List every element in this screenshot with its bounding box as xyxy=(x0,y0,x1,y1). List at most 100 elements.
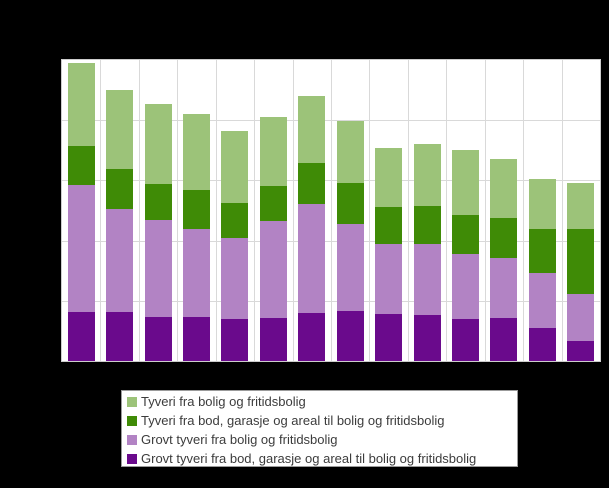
legend-label: Grovt tyveri fra bolig og fritidsbolig xyxy=(141,432,338,447)
bar-segment xyxy=(183,229,210,318)
bar-segment xyxy=(259,317,287,361)
bar-column xyxy=(67,63,95,361)
bar-segment xyxy=(490,217,518,259)
legend-label: Tyveri fra bolig og fritidsbolig xyxy=(141,394,306,409)
legend-item: Grovt tyveri fra bod, garasje og areal t… xyxy=(127,449,517,468)
bar-segment xyxy=(144,317,172,361)
bar-segment xyxy=(183,317,210,361)
plot-area xyxy=(61,59,601,362)
bar-segment xyxy=(528,229,556,274)
bar-column xyxy=(413,144,441,361)
bar-column xyxy=(336,120,364,361)
bar-segment xyxy=(567,228,595,295)
bar-segment xyxy=(567,183,595,229)
bar-segment xyxy=(452,318,479,361)
bar-segment xyxy=(144,184,172,220)
bar-segment xyxy=(221,131,249,203)
bar-segment xyxy=(375,206,403,245)
bar-segment xyxy=(375,244,403,315)
vertical-gridline xyxy=(484,60,486,361)
bar-segment xyxy=(336,311,364,361)
vertical-gridline xyxy=(407,60,409,361)
bar-segment xyxy=(336,223,364,312)
bar-segment xyxy=(106,209,134,313)
bar-segment xyxy=(298,162,326,205)
vertical-gridline xyxy=(331,60,332,361)
bar-segment xyxy=(67,146,95,186)
bar-segment xyxy=(144,103,172,185)
bar-column xyxy=(298,95,326,361)
legend-swatch-icon xyxy=(127,396,137,407)
bar-segment xyxy=(259,220,287,318)
legend-swatch-icon xyxy=(127,415,137,426)
legend-item: Tyveri fra bolig og fritidsbolig xyxy=(127,392,517,411)
bar-segment xyxy=(298,95,326,163)
bar-segment xyxy=(183,190,210,230)
legend-label: Tyveri fra bod, garasje og areal til bol… xyxy=(141,413,445,428)
bar-column xyxy=(490,159,518,361)
bar-column xyxy=(452,150,479,361)
vertical-gridline xyxy=(292,60,294,361)
bar-segment xyxy=(221,202,249,238)
legend-swatch-icon xyxy=(127,434,137,445)
bar-segment xyxy=(567,294,595,342)
bar-segment xyxy=(452,150,479,215)
bar-column xyxy=(528,178,556,361)
legend-item: Grovt tyveri fra bolig og fritidsbolig xyxy=(127,430,517,449)
vertical-gridline xyxy=(446,60,448,361)
bar-segment xyxy=(452,214,479,255)
vertical-gridline xyxy=(100,60,102,361)
bar-segment xyxy=(298,312,326,361)
bar-segment xyxy=(528,178,556,230)
bar-column xyxy=(221,131,249,361)
grid-layer xyxy=(62,60,600,361)
bars-layer xyxy=(62,60,600,361)
bar-segment xyxy=(413,144,441,207)
legend-swatch-icon xyxy=(127,453,137,464)
vertical-gridline xyxy=(561,60,563,361)
bar-segment xyxy=(298,204,326,313)
bar-column xyxy=(183,114,210,361)
bar-segment xyxy=(490,159,518,218)
bar-segment xyxy=(336,120,364,183)
bar-segment xyxy=(259,185,287,221)
bar-segment xyxy=(259,117,287,186)
bar-segment xyxy=(375,314,403,361)
bar-segment xyxy=(183,114,210,191)
bar-segment xyxy=(106,168,134,210)
bar-segment xyxy=(413,315,441,361)
bar-segment xyxy=(106,312,134,361)
legend-label: Grovt tyveri fra bod, garasje og areal t… xyxy=(141,451,477,466)
bar-segment xyxy=(221,237,249,320)
vertical-gridline xyxy=(215,60,217,361)
bar-column xyxy=(144,103,172,361)
bar-segment xyxy=(336,182,364,224)
bar-segment xyxy=(144,219,172,318)
vertical-gridline xyxy=(177,60,179,361)
bar-segment xyxy=(490,317,518,361)
bar-column xyxy=(106,90,134,361)
bar-column xyxy=(259,117,287,361)
bar-segment xyxy=(528,327,556,361)
vertical-gridline xyxy=(369,60,371,361)
bar-segment xyxy=(67,63,95,147)
bar-segment xyxy=(413,243,441,316)
vertical-gridline xyxy=(138,60,140,361)
vertical-gridline xyxy=(523,60,525,361)
bar-segment xyxy=(67,185,95,313)
vertical-gridline xyxy=(254,60,256,361)
bar-segment xyxy=(528,273,556,328)
bar-segment xyxy=(452,254,479,319)
bar-segment xyxy=(375,147,403,207)
bar-segment xyxy=(106,90,134,169)
bar-segment xyxy=(567,341,595,361)
bar-segment xyxy=(221,319,249,361)
bar-column xyxy=(375,147,403,361)
bar-segment xyxy=(490,258,518,318)
legend: Tyveri fra bolig og fritidsbolig Tyveri f… xyxy=(121,390,518,467)
bar-segment xyxy=(67,312,95,361)
bar-segment xyxy=(413,206,441,244)
bar-column xyxy=(567,183,595,361)
legend-item: Tyveri fra bod, garasje og areal til bol… xyxy=(127,411,517,430)
